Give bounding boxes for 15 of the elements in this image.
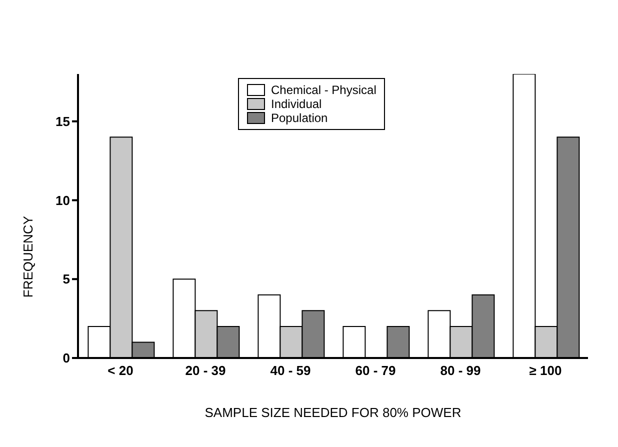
x-axis-title: SAMPLE SIZE NEEDED FOR 80% POWER	[204, 405, 462, 420]
x-tick-label: 60 - 79	[355, 363, 396, 378]
x-tick-label: 80 - 99	[440, 363, 481, 378]
legend-label: Population	[271, 111, 328, 125]
legend-label: Individual	[271, 97, 322, 111]
y-tick-label: 10	[56, 192, 70, 208]
x-tick-label: < 20	[108, 363, 134, 378]
x-tick-label: 20 - 39	[185, 363, 226, 378]
y-tick-label: 15	[56, 114, 70, 129]
y-tick-label: 0	[62, 350, 70, 366]
x-tick-label: ≥ 100	[529, 363, 562, 378]
y-axis-title: FREQUENCY	[20, 216, 36, 298]
y-tick-label: 5	[62, 272, 70, 287]
legend-label: Chemical - Physical	[271, 83, 376, 97]
x-tick-label: 40 - 59	[270, 363, 311, 378]
